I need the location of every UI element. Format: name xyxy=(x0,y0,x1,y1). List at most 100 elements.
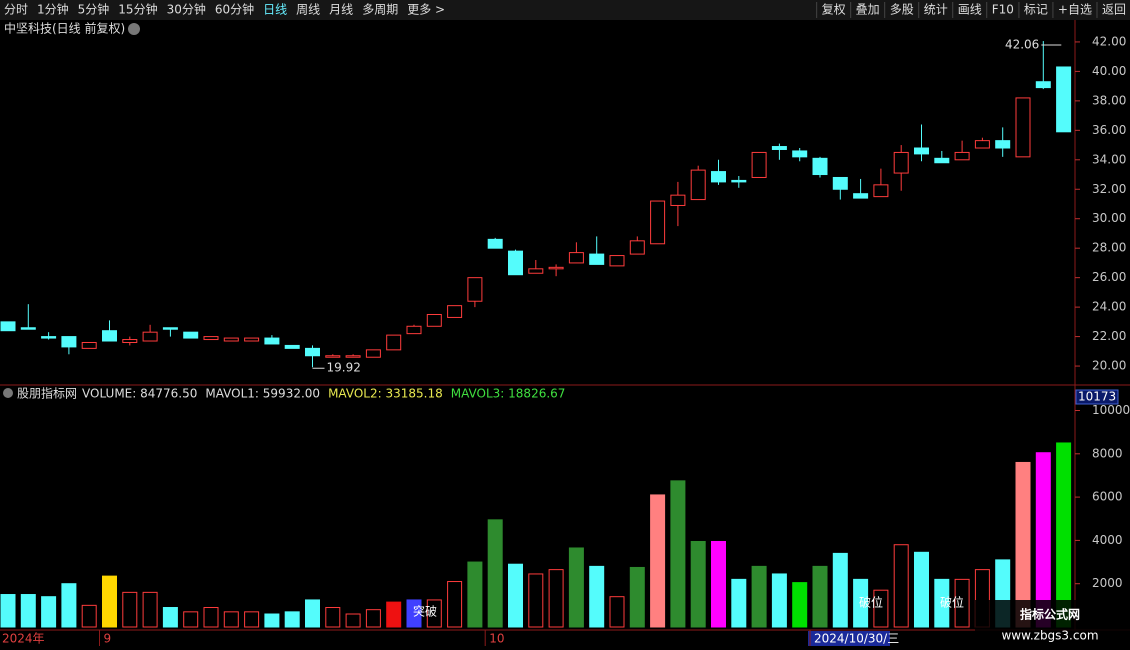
y-tick-label: 22.00 xyxy=(1092,329,1126,343)
toolbar-button[interactable]: 标记 xyxy=(1024,3,1048,17)
toolbar-tab[interactable]: 60分钟 xyxy=(215,2,254,17)
candle-body xyxy=(508,250,523,276)
toolbar-button[interactable]: 画线 xyxy=(958,3,982,17)
volume-bar xyxy=(162,607,178,628)
volume-bar xyxy=(203,607,219,628)
candle-body xyxy=(244,337,260,342)
y-tick-label: 4000 xyxy=(1092,533,1123,547)
volume-bar xyxy=(934,578,950,628)
candle-body xyxy=(102,330,117,342)
price-title: 中坚科技(日线 前复权) xyxy=(4,21,125,36)
volume-bar xyxy=(548,569,564,628)
toolbar-tab[interactable]: 1分钟 xyxy=(37,2,69,17)
toolbar-tab[interactable]: 15分钟 xyxy=(118,2,157,17)
volume-bar xyxy=(102,575,117,628)
volume-bar xyxy=(406,599,422,628)
toolbar-button[interactable]: 叠加 xyxy=(856,3,880,17)
candle-body xyxy=(325,355,341,358)
date-label: 2024/10/30/三 xyxy=(814,632,899,646)
volume-bar xyxy=(609,596,625,628)
signal-label: 破位 xyxy=(859,595,883,610)
toolbar-button[interactable]: 返回 xyxy=(1102,3,1126,17)
y-tick-label: 40.00 xyxy=(1092,64,1126,78)
candle-body xyxy=(162,327,178,330)
volume-bar xyxy=(61,583,77,628)
volume-bar xyxy=(528,573,544,628)
y-tick-label: 30.00 xyxy=(1092,211,1126,225)
dropdown-icon[interactable] xyxy=(128,23,140,35)
toolbar-button[interactable]: F10 xyxy=(992,3,1014,17)
toolbar-tab[interactable]: 5分钟 xyxy=(78,2,110,17)
candle-body xyxy=(792,150,808,158)
candle-body xyxy=(832,176,848,190)
date-label: 10 xyxy=(489,632,504,646)
date-label: 9 xyxy=(104,632,112,646)
volume-bar xyxy=(650,494,666,628)
y-tick-label: 28.00 xyxy=(1092,241,1126,255)
date-label: 2024年 xyxy=(2,632,45,646)
volume-bar xyxy=(264,613,280,628)
volume-bar xyxy=(832,552,848,628)
volume-bar xyxy=(467,561,483,628)
volume-bar xyxy=(853,578,869,628)
candle-body xyxy=(1015,97,1031,158)
candle-body xyxy=(122,339,138,343)
toolbar-tab[interactable]: 月线 xyxy=(329,3,353,17)
volume-bar xyxy=(629,566,645,628)
toolbar-tab[interactable]: 周线 xyxy=(296,3,320,17)
y-tick-label: 2000 xyxy=(1092,576,1123,590)
y-tick-label: 42.00 xyxy=(1092,34,1126,48)
max-label: 42.06 xyxy=(1005,38,1039,52)
candle-body xyxy=(0,321,16,332)
dropdown-icon[interactable] xyxy=(3,388,13,398)
toolbar-tab[interactable]: 日线 xyxy=(263,3,287,17)
toolbar-button[interactable]: 多股 xyxy=(890,3,914,17)
signal-label: 突破 xyxy=(413,604,437,619)
candle-body xyxy=(345,355,361,358)
volume-bar xyxy=(0,594,16,628)
volume-bar xyxy=(589,565,605,628)
candle-body xyxy=(670,194,686,206)
legend-entry: MAVOL3: 18826.67 xyxy=(451,387,566,401)
candle-body xyxy=(954,151,970,161)
watermark-bg xyxy=(975,600,1130,648)
volume-bar xyxy=(690,540,706,628)
toolbar-tab[interactable]: 30分钟 xyxy=(167,2,206,17)
min-label: 19.92 xyxy=(327,361,361,375)
volume-bar xyxy=(1056,442,1072,628)
volume-bar xyxy=(812,565,828,628)
volume-bar xyxy=(508,563,523,628)
axis-top-box xyxy=(1075,389,1119,405)
candle-body xyxy=(183,331,199,339)
toolbar-tab[interactable]: 多周期 xyxy=(362,3,398,17)
y-tick-label: 6000 xyxy=(1092,490,1123,504)
candle-body xyxy=(853,193,869,199)
y-tick-label: 36.00 xyxy=(1092,123,1126,137)
volume-bar xyxy=(20,594,36,628)
candle-body xyxy=(305,347,320,357)
toolbar-button[interactable]: +自选 xyxy=(1058,3,1092,17)
toolbar-button[interactable]: 统计 xyxy=(924,3,948,17)
watermark-title: 指标公式网 xyxy=(1020,607,1080,622)
volume-bar xyxy=(284,611,300,628)
axis-top-label: 10173 xyxy=(1078,390,1116,404)
candle-body xyxy=(41,336,57,339)
volume-bar xyxy=(771,573,787,628)
toolbar-tab[interactable]: 分时 xyxy=(4,3,28,17)
candle-body xyxy=(284,344,300,349)
candle-body xyxy=(873,184,889,198)
volume-bar xyxy=(711,540,726,628)
volume-bar xyxy=(41,596,57,628)
toolbar xyxy=(0,0,1130,20)
candle-body xyxy=(548,266,564,270)
candle-body xyxy=(731,179,747,183)
volume-bar xyxy=(142,591,158,628)
candle-body xyxy=(20,327,36,330)
candle-body xyxy=(264,337,280,345)
candle-body xyxy=(629,240,645,255)
candle-body xyxy=(568,252,584,264)
volume-bar xyxy=(670,480,686,628)
toolbar-button[interactable]: 复权 xyxy=(822,3,846,17)
toolbar-tab[interactable]: 更多 > xyxy=(407,3,445,17)
